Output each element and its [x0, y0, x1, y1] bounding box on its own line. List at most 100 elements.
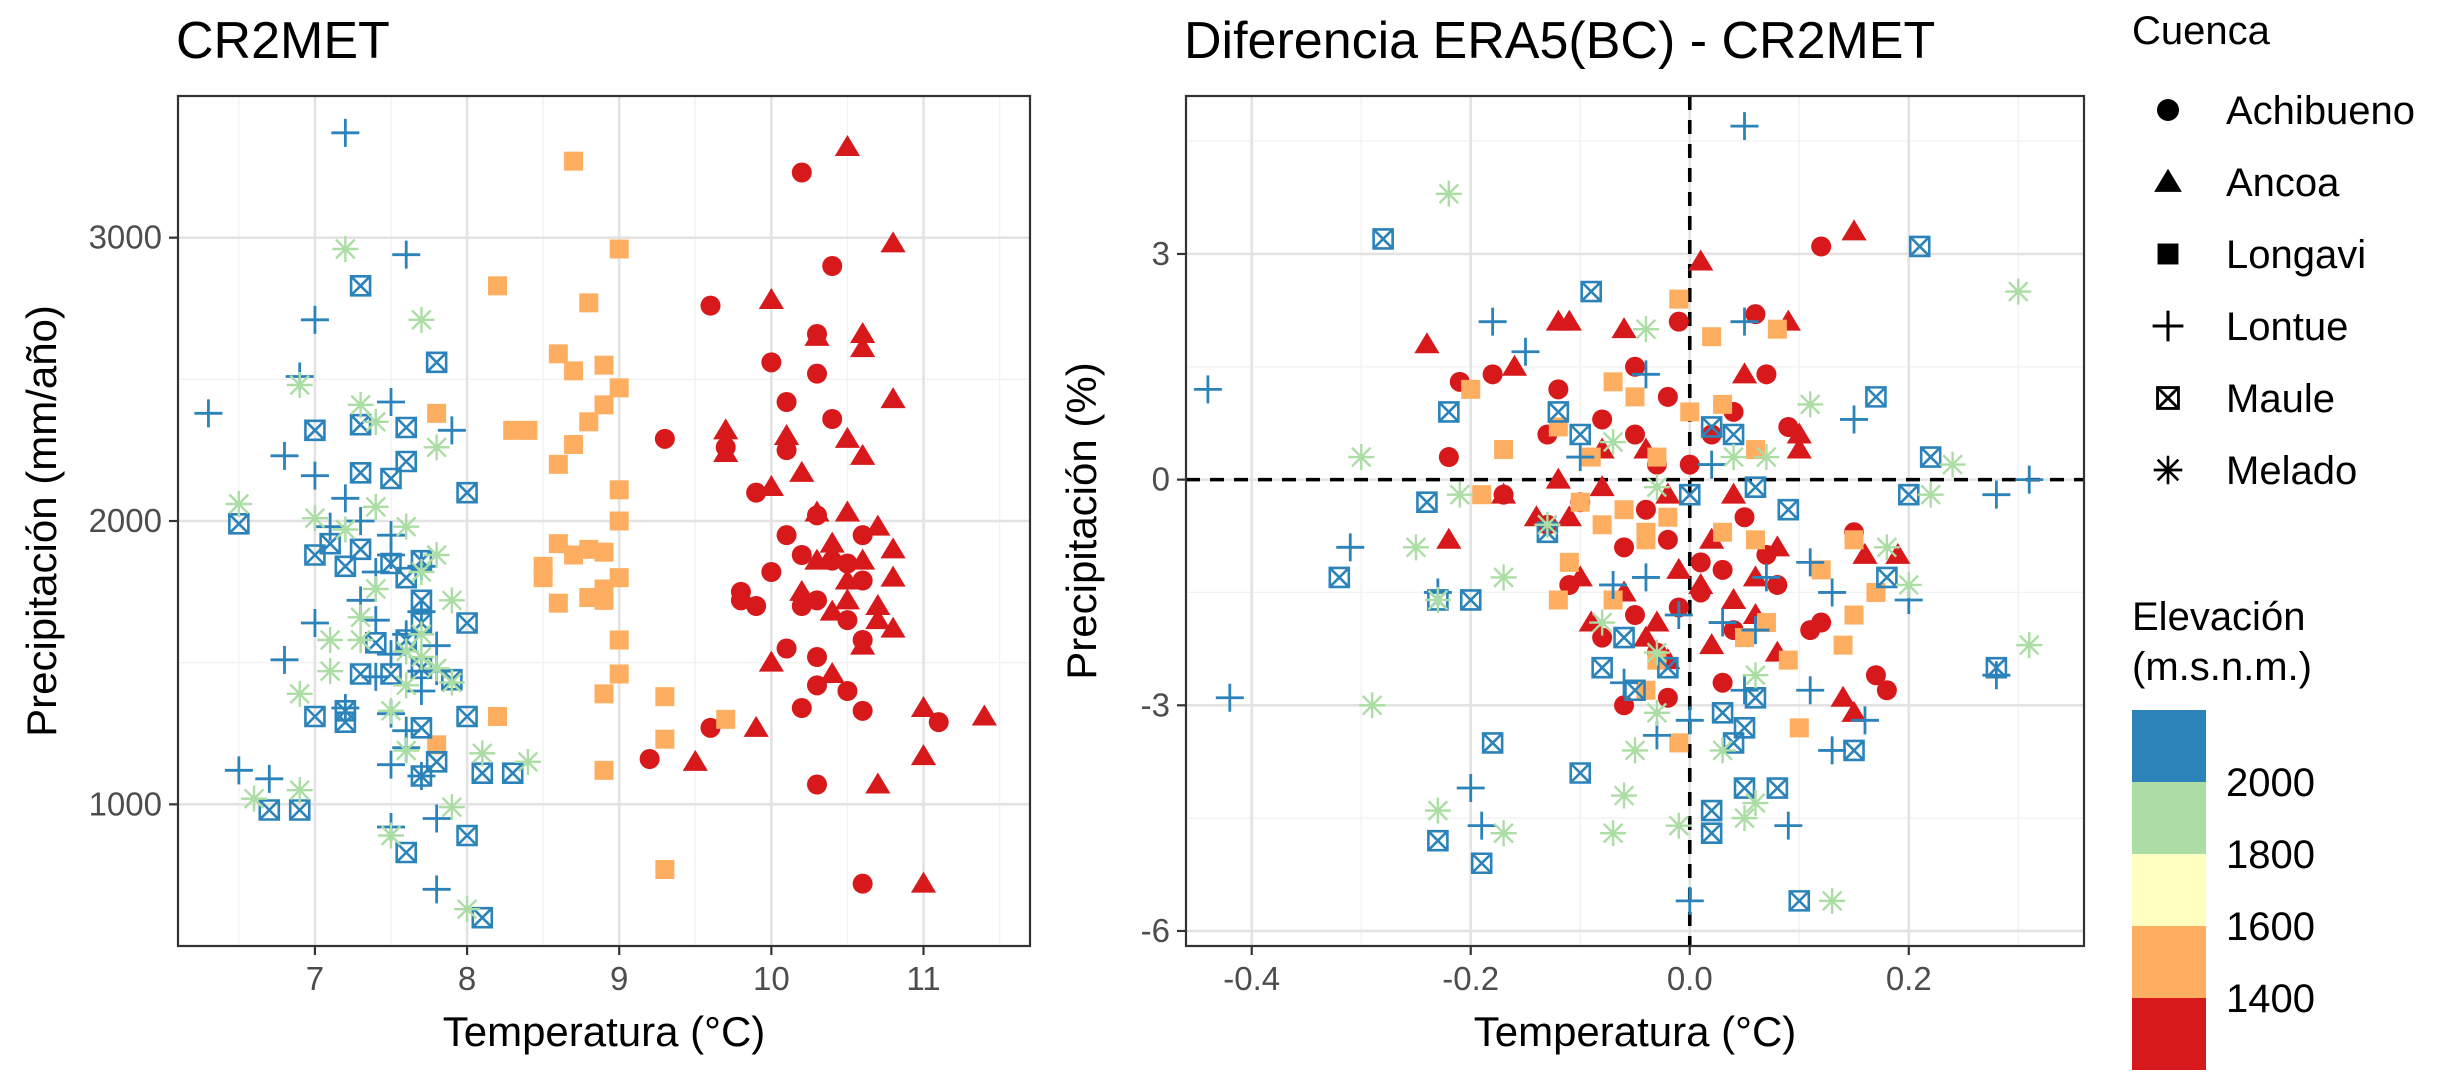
right-point-melado: [1720, 444, 1747, 471]
right-point-achibueno: [1592, 627, 1613, 648]
left-point-ancoa: [713, 441, 739, 462]
right-point-melado: [1643, 474, 1670, 501]
right-point-longavi: [1844, 530, 1864, 550]
right-point-ancoa: [1436, 527, 1462, 549]
colorbar-label-1800: 1800: [2226, 833, 2315, 877]
left-point-longavi: [594, 355, 614, 375]
left-point-longavi: [579, 412, 599, 432]
right-point-longavi: [1680, 402, 1700, 422]
left-point-longavi: [655, 860, 675, 879]
right-point-longavi: [1702, 327, 1722, 347]
right-point-melado: [1895, 571, 1922, 598]
right-point-longavi: [1745, 530, 1765, 550]
right-point-ancoa: [1501, 354, 1528, 376]
left-point-longavi: [488, 707, 507, 726]
right-point-lontue: [1708, 608, 1737, 637]
left-point-melado: [362, 576, 389, 602]
right-point-maule: [1678, 483, 1701, 506]
right-point-achibueno: [1701, 424, 1722, 445]
right-point-maule: [1624, 679, 1646, 702]
right-point-achibueno: [1778, 416, 1799, 437]
right-point-longavi: [1603, 372, 1623, 392]
left-point-lontue: [300, 609, 329, 637]
right-point-lontue: [1796, 548, 1825, 577]
right-point-longavi: [1559, 552, 1579, 572]
right-point-lontue: [1818, 578, 1847, 607]
right-point-longavi: [1735, 628, 1755, 648]
left-point-melado: [408, 644, 435, 670]
right-point-lontue: [1193, 375, 1222, 404]
right-point-maule: [1427, 829, 1449, 852]
left-point-longavi: [594, 395, 614, 415]
right-y-axis-label: Precipitación (%): [1058, 362, 1105, 679]
right-point-melado: [1589, 609, 1616, 636]
legend-marker-lontue: [2152, 310, 2184, 342]
left-point-longavi: [579, 293, 599, 313]
right-panel-title: Diferencia ERA5(BC) - CR2MET: [1184, 12, 1935, 70]
right-point-longavi: [1778, 650, 1798, 670]
right-point-longavi: [1636, 680, 1656, 700]
right-point-achibueno: [1734, 507, 1755, 528]
left-point-ancoa: [804, 500, 830, 522]
right-point-longavi: [1603, 590, 1623, 610]
right-y-tick-label: -3: [1141, 686, 1170, 723]
right-point-lontue: [1456, 774, 1485, 803]
left-point-melado: [225, 491, 252, 517]
right-point-melado: [1622, 737, 1648, 764]
right-point-ancoa: [1567, 565, 1593, 587]
right-point-melado: [1534, 511, 1561, 538]
legend-color-title-line1: Elevación: [2132, 595, 2305, 639]
right-point-maule: [1985, 656, 2008, 679]
shape-legend-items: Achibueno Ancoa Longavi Lontue Maule Melado: [2152, 89, 2415, 493]
left-point-longavi: [594, 590, 614, 610]
left-point-maule: [304, 544, 326, 566]
left-point-achibueno: [791, 545, 812, 565]
left-point-melado: [286, 372, 313, 398]
right-point-melado: [1435, 180, 1462, 207]
left-point-achibueno: [776, 392, 797, 412]
right-point-maule: [1843, 739, 1865, 762]
right-point-achibueno: [1657, 386, 1678, 407]
legend-label-lontue: Lontue: [2226, 305, 2348, 349]
right-point-achibueno: [1767, 574, 1788, 595]
right-y-tick-label: -6: [1141, 912, 1170, 949]
legend-marker-achibueno: [2157, 99, 2179, 121]
right-point-melado: [1600, 429, 1627, 456]
left-x-tick-label: 10: [753, 960, 790, 997]
left-point-lontue: [331, 118, 360, 147]
left-point-achibueno: [746, 482, 767, 503]
left-point-ancoa: [865, 514, 891, 536]
left-point-maule: [410, 765, 433, 787]
left-point-achibueno: [730, 590, 751, 611]
left-point-achibueno: [928, 712, 949, 733]
left-point-melado: [393, 737, 420, 764]
left-point-melado: [347, 391, 374, 418]
left-point-achibueno: [791, 698, 812, 718]
right-point-maule: [1711, 702, 1734, 724]
right-point-achibueno: [1625, 605, 1645, 626]
right-point-achibueno: [1756, 364, 1777, 385]
right-point-longavi: [1767, 319, 1787, 339]
left-x-tick-label: 7: [306, 960, 324, 997]
left-point-achibueno: [807, 590, 827, 611]
right-point-lontue: [1511, 337, 1540, 366]
right-point-longavi: [1548, 590, 1568, 610]
left-point-maule: [349, 275, 372, 297]
color-legend-bar: 2000 1800 1600 1400: [2132, 710, 2315, 1070]
left-point-ancoa: [834, 426, 861, 448]
right-panel-frame: [1184, 94, 2086, 948]
right-data-points: [1193, 112, 2044, 915]
left-point-longavi: [548, 534, 568, 554]
right-point-achibueno: [1668, 311, 1689, 332]
right-point-longavi: [1592, 515, 1612, 535]
colorbar-bin-1400: [2132, 998, 2206, 1070]
left-point-melado: [423, 434, 450, 461]
left-point-lontue: [392, 240, 421, 269]
right-point-melado: [1665, 812, 1692, 839]
left-point-melado: [393, 638, 420, 665]
right-point-melado: [1446, 481, 1473, 508]
left-point-lontue: [361, 662, 390, 691]
right-point-lontue: [1697, 450, 1726, 479]
left-point-achibueno: [776, 525, 797, 546]
right-point-achibueno: [1438, 447, 1459, 468]
